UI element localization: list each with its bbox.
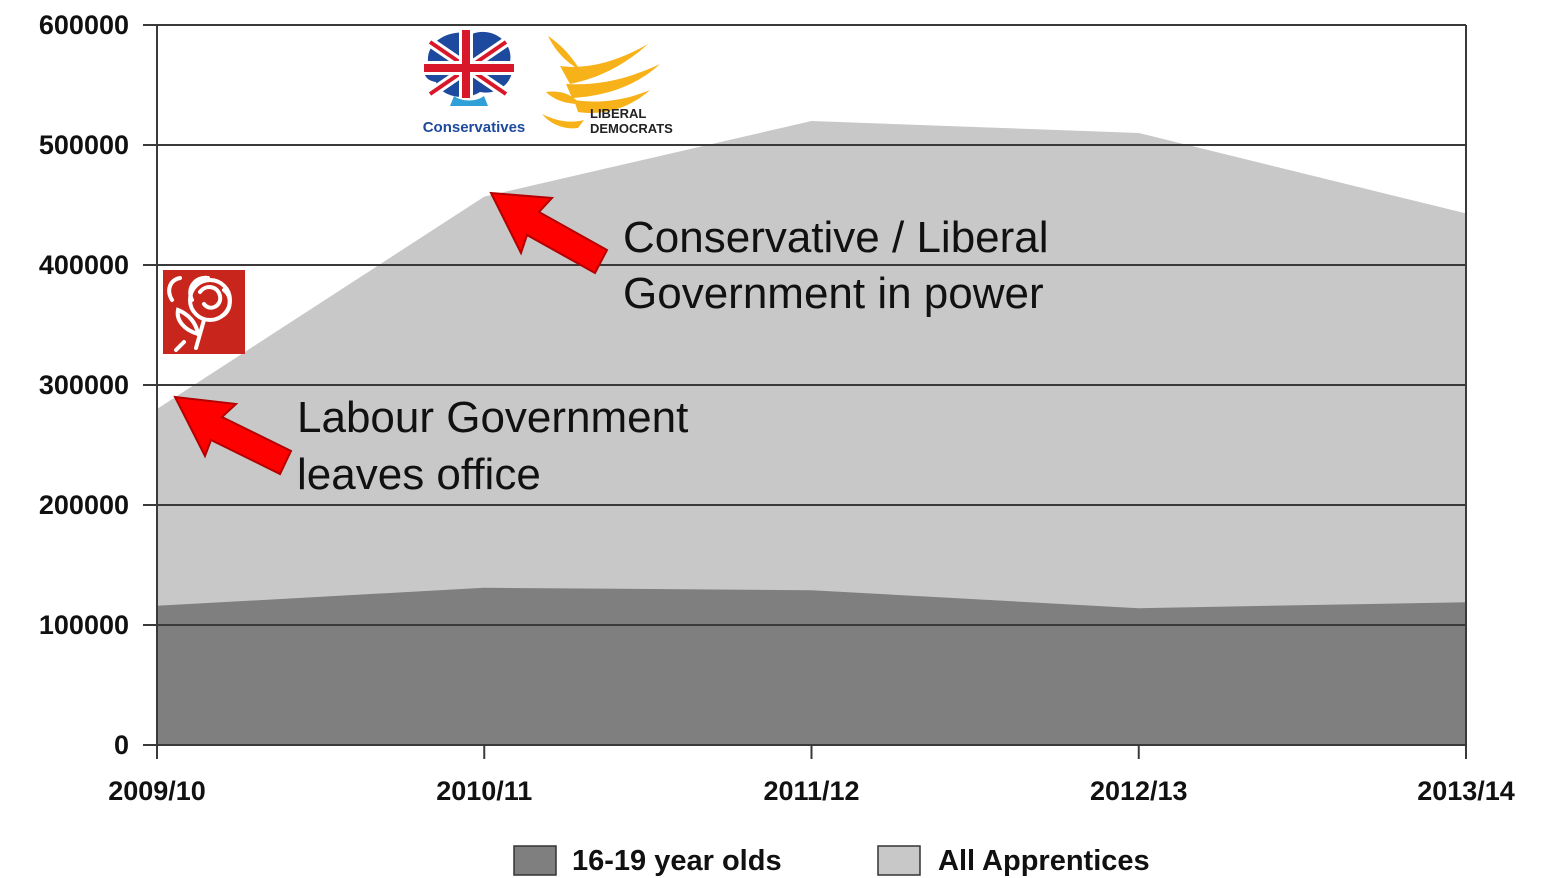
y-tick-label-500000: 500000 xyxy=(39,130,129,160)
conservatives-logo: Conservatives xyxy=(423,30,526,136)
liberal-democrats-logo: LIBERAL DEMOCRATS xyxy=(542,36,673,136)
annotation-labour-line2: leaves office xyxy=(297,450,541,499)
x-tick-label-4: 2013/14 xyxy=(1417,776,1515,806)
y-tick-label-200000: 200000 xyxy=(39,490,129,520)
legend-swatch-all-apprentices xyxy=(877,845,921,876)
annotation-coalition-line1: Conservative / Liberal xyxy=(623,213,1049,262)
y-tick-label-0: 0 xyxy=(114,730,129,760)
y-axis-ticks: 0 100000 200000 300000 400000 500000 600000 xyxy=(39,10,157,760)
labour-logo xyxy=(163,270,245,354)
area-16-19-year-olds xyxy=(157,587,1466,745)
y-tick-label-400000: 400000 xyxy=(39,250,129,280)
legend-swatch-16-19 xyxy=(513,845,557,876)
x-tick-label-3: 2012/13 xyxy=(1090,776,1188,806)
liberal-democrats-logo-line1: LIBERAL xyxy=(590,106,646,121)
legend-label-16-19: 16-19 year olds xyxy=(572,845,782,877)
x-tick-label-0: 2009/10 xyxy=(108,776,206,806)
conservatives-tree-icon xyxy=(424,30,514,106)
x-axis-ticks: 2009/10 2010/11 2011/12 2012/13 2013/14 xyxy=(108,745,1515,806)
annotation-coalition: Conservative / Liberal Government in pow… xyxy=(623,213,1049,318)
y-tick-label-100000: 100000 xyxy=(39,610,129,640)
annotation-labour-line1: Labour Government xyxy=(297,393,688,442)
x-tick-label-2: 2011/12 xyxy=(763,776,859,806)
y-tick-label-300000: 300000 xyxy=(39,370,129,400)
annotation-labour: Labour Government leaves office xyxy=(297,393,688,499)
conservatives-logo-text: Conservatives xyxy=(423,119,526,136)
legend-label-all-apprentices: All Apprentices xyxy=(938,845,1150,877)
gridlines xyxy=(157,24,1466,746)
plot-areas xyxy=(156,120,1467,745)
bird-icon xyxy=(542,36,660,129)
x-tick-label-1: 2010/11 xyxy=(436,776,532,806)
y-tick-label-600000: 600000 xyxy=(39,10,129,40)
arrow-coalition xyxy=(489,191,609,275)
legend: 16-19 year olds All Apprentices xyxy=(513,845,1150,877)
annotation-coalition-line2: Government in power xyxy=(623,269,1044,318)
liberal-democrats-logo-line2: DEMOCRATS xyxy=(590,121,673,136)
arrow-labour xyxy=(173,395,293,476)
rose-icon xyxy=(167,275,232,352)
